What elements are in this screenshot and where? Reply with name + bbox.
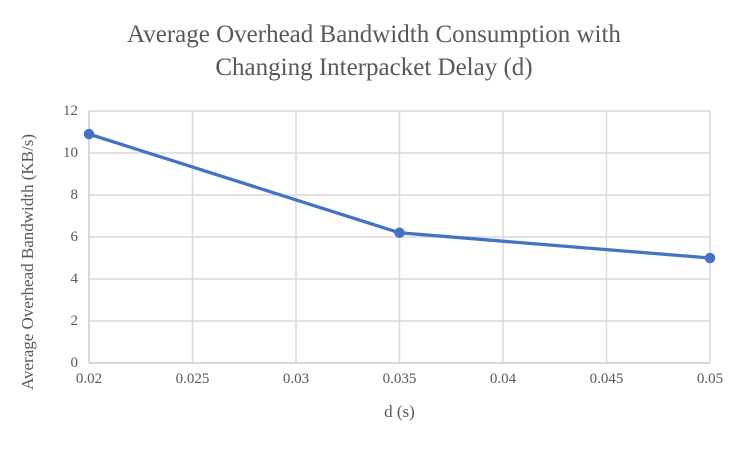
x-tick-label: 0.04 [489,371,517,387]
x-tick-label: 0.035 [382,371,417,387]
x-tick-label: 0.03 [282,371,310,387]
x-tick-label: 0.025 [175,371,210,387]
x-axis-title: d (s) [384,402,415,421]
data-point-marker [394,227,405,239]
x-tick-label: 0.045 [589,371,624,387]
y-tick-label: 4 [70,271,79,287]
data-point-marker [704,252,716,264]
x-tick-label: 0.05 [696,371,724,387]
y-tick-label: 6 [70,229,79,245]
y-tick-label: 12 [63,103,78,119]
y-tick-label: 0 [70,355,79,371]
x-tick-label: 0.02 [75,371,103,387]
chart-title-line2: Changing Interpacket Delay (d) [215,54,533,81]
chart-title-line1: Average Overhead Bandwidth Consumption w… [127,21,621,48]
chart-title: Average Overhead Bandwidth Consumption w… [0,18,748,84]
y-tick-label: 10 [63,145,78,161]
y-tick-label: 2 [70,313,79,329]
data-point-marker [83,128,95,140]
y-tick-label: 8 [70,187,79,203]
